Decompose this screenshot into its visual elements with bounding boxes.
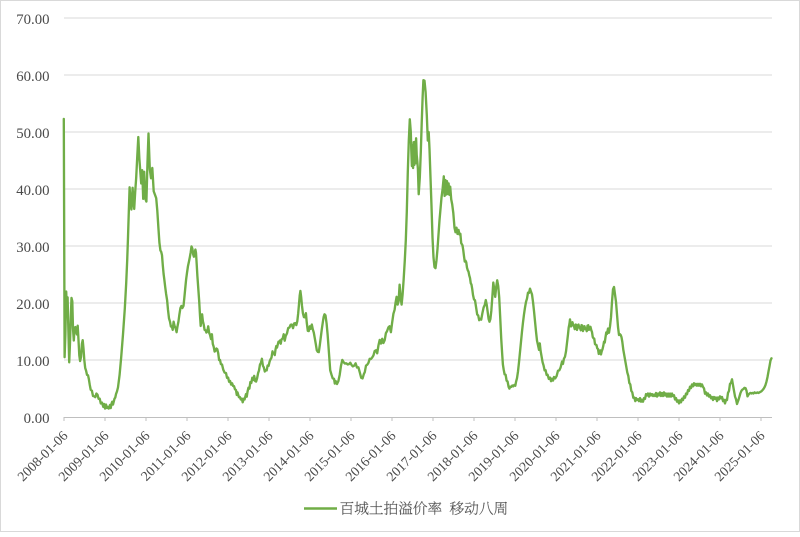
svg-text:60.00: 60.00 [16,69,49,85]
svg-text:10.00: 10.00 [16,354,49,370]
svg-text:0.00: 0.00 [24,411,50,427]
svg-text:30.00: 30.00 [16,240,49,256]
svg-text:40.00: 40.00 [16,183,49,199]
svg-text:70.00: 70.00 [16,12,49,28]
svg-text:50.00: 50.00 [16,126,49,142]
svg-text:20.00: 20.00 [16,297,49,313]
